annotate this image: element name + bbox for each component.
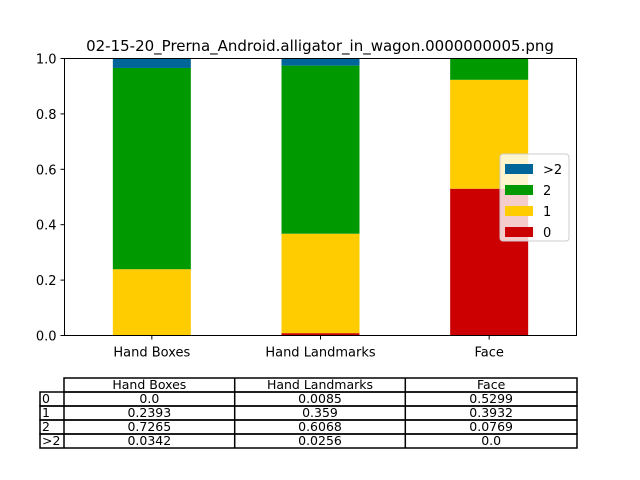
legend: >2 2 1 0 xyxy=(499,153,570,242)
y-tick-label: 0.8 xyxy=(36,108,57,123)
bar-segment xyxy=(281,65,360,234)
table-cell: 0.2393 xyxy=(127,405,171,420)
bars-layer xyxy=(112,58,529,336)
x-tick-label: Hand Landmarks xyxy=(265,346,376,361)
y-tick-label: 0.0 xyxy=(36,330,57,345)
table-cell: 0.0769 xyxy=(469,419,513,434)
table-cell: 0.0 xyxy=(481,433,501,448)
table-cell: 0.0256 xyxy=(298,433,342,448)
table-row-label: 0 xyxy=(42,391,50,406)
y-tick-label: 0.6 xyxy=(36,163,57,178)
table-row-label: 1 xyxy=(42,405,50,420)
legend-swatch xyxy=(505,164,533,174)
table-cell: 0.359 xyxy=(302,405,338,420)
y-tick-label: 1.0 xyxy=(36,53,57,68)
bar-segment xyxy=(281,333,360,336)
x-tick-label: Hand Boxes xyxy=(113,346,190,361)
bar-segment xyxy=(112,269,191,336)
legend-box xyxy=(499,153,570,242)
bar-segment xyxy=(112,58,191,68)
table-cell: 0.5299 xyxy=(469,391,513,406)
x-tick-label: Face xyxy=(474,346,503,361)
table-cell: 0.3932 xyxy=(469,405,513,420)
chart-title: 02-15-20_Prerna_Android.alligator_in_wag… xyxy=(86,37,554,56)
y-axis: 0.0 0.2 0.4 0.6 0.8 1.0 xyxy=(36,53,65,345)
table-row xyxy=(39,433,578,449)
bar-segment xyxy=(112,67,191,270)
table-cell: 0.6068 xyxy=(298,419,342,434)
legend-label: >2 xyxy=(543,163,562,178)
table-cell: 0.0342 xyxy=(127,433,171,448)
x-axis: Hand Boxes Hand Landmarks Face xyxy=(113,335,504,361)
legend-label: 1 xyxy=(543,205,551,220)
table-cell: 0.0 xyxy=(139,391,159,406)
legend-label: 2 xyxy=(543,184,551,199)
table-row-label: >2 xyxy=(42,433,60,448)
legend-label: 0 xyxy=(543,226,551,241)
table-cell: 0.7265 xyxy=(127,419,171,434)
table-column-header: Hand Landmarks xyxy=(267,377,373,392)
legend-swatch xyxy=(505,185,533,195)
table-cell: 0.0085 xyxy=(298,391,342,406)
table-column-header: Face xyxy=(477,377,506,392)
y-tick-label: 0.2 xyxy=(36,274,57,289)
legend-swatch xyxy=(505,206,533,216)
table-column-header: Hand Boxes xyxy=(112,377,186,392)
y-tick-label: 0.4 xyxy=(36,219,57,234)
bar-segment xyxy=(450,58,529,80)
table-row-label: 2 xyxy=(42,419,50,434)
legend-swatch xyxy=(505,227,533,237)
bar-segment xyxy=(281,233,360,334)
bar-segment xyxy=(281,58,360,66)
